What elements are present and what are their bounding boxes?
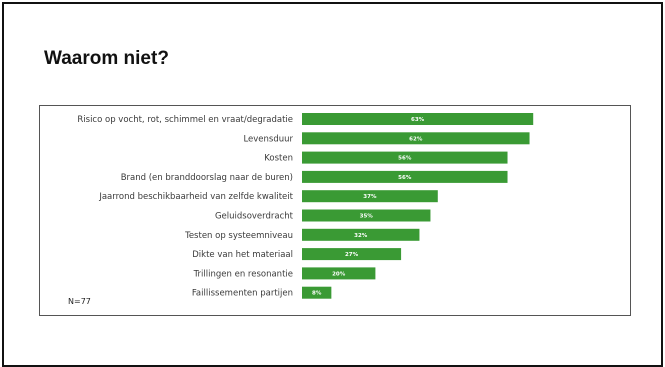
bar <box>302 286 332 299</box>
sample-size-note: N=77 <box>68 297 91 306</box>
slide-title: Waarom niet? <box>44 48 169 69</box>
bar-value-label: 27% <box>345 252 359 258</box>
bar <box>302 151 508 164</box>
bar-value-label: 35% <box>360 214 374 220</box>
bar <box>302 190 438 203</box>
bar <box>302 228 420 241</box>
bar <box>302 113 534 125</box>
category-label: Trillingen en resonantie <box>193 269 293 279</box>
bar-value-label: 8% <box>312 291 322 297</box>
bar-value-label: 62% <box>409 136 423 142</box>
category-label: Kosten <box>264 154 293 164</box>
bar <box>302 248 402 261</box>
category-label: Levensduur <box>243 134 293 144</box>
category-label: Brand (en branddoorslag naar de buren) <box>121 173 293 183</box>
bar-value-label: 56% <box>398 156 412 162</box>
bar-value-label: 20% <box>332 271 346 277</box>
bar-value-label: 63% <box>411 117 425 123</box>
bar-chart-frame: Risico op vocht, rot, schimmel en vraat/… <box>39 105 631 316</box>
category-label: Geluidsoverdracht <box>215 212 294 222</box>
category-label: Dikte van het materiaal <box>192 250 293 260</box>
bar-value-label: 32% <box>354 233 368 239</box>
bar-chart: Risico op vocht, rot, schimmel en vraat/… <box>77 113 534 299</box>
category-label: Risico op vocht, rot, schimmel en vraat/… <box>77 115 293 125</box>
bar <box>302 132 530 145</box>
bar-value-label: 56% <box>398 175 412 181</box>
category-label: Faillissementen partijen <box>192 289 293 299</box>
category-label: Testen op systeemniveau <box>184 231 293 241</box>
bar <box>302 209 431 222</box>
bar <box>302 267 376 280</box>
bar-value-label: 37% <box>363 194 377 200</box>
bar <box>302 170 508 183</box>
category-label: Jaarrond beschikbaarheid van zelfde kwal… <box>98 192 293 202</box>
